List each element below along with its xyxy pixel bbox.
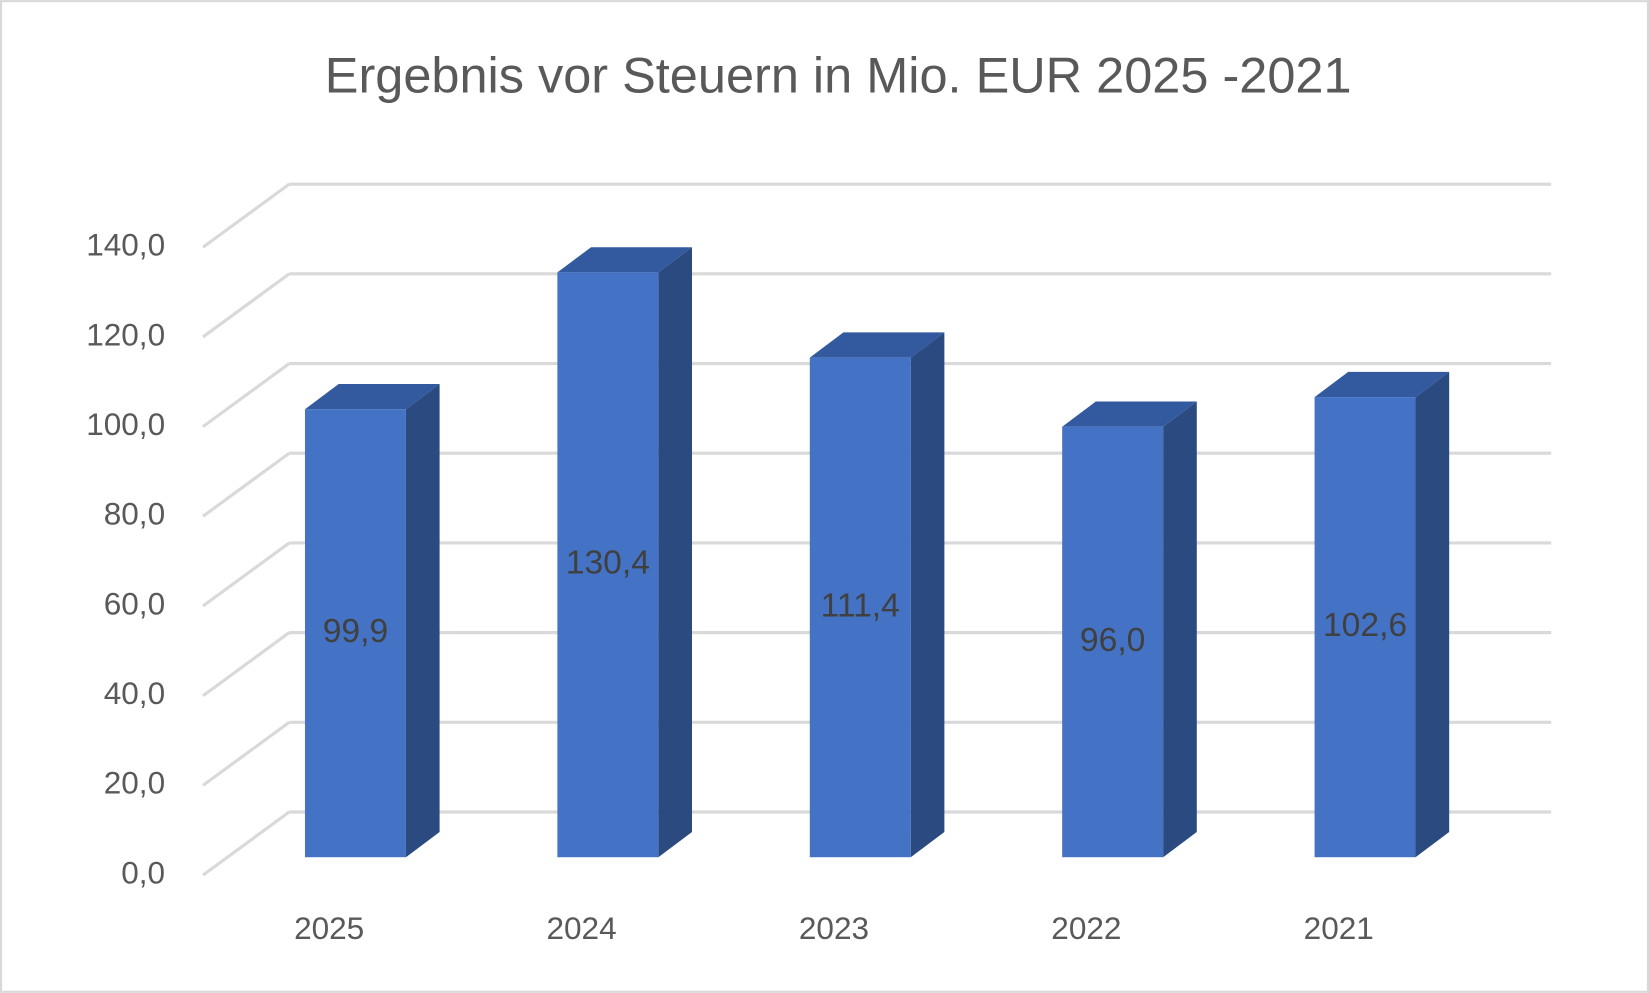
x-tick-label: 2025 [294, 910, 364, 946]
x-tick-label: 2024 [546, 910, 616, 946]
y-tick-label: 60,0 [104, 585, 165, 621]
bar [1314, 397, 1416, 858]
grid-line [202, 272, 291, 339]
bar-side [910, 332, 945, 858]
grid-line [202, 182, 291, 249]
bar-top [809, 332, 945, 358]
x-tick-label: 2021 [1304, 910, 1374, 946]
bar [1062, 426, 1164, 858]
grid-line [202, 541, 291, 608]
bar [809, 357, 911, 858]
grid-line [202, 451, 291, 518]
x-tick-label: 2022 [1051, 910, 1121, 946]
bar-side [1163, 401, 1197, 858]
y-tick-label: 0,0 [121, 854, 165, 890]
y-tick-label: 100,0 [86, 406, 165, 442]
grid-line [202, 362, 291, 428]
bar-top [1314, 371, 1450, 398]
value-label: 111,4 [821, 587, 900, 624]
bar-top [1062, 401, 1197, 427]
bar [557, 272, 659, 858]
value-label: 96,0 [1080, 622, 1145, 659]
value-label: 130,4 [566, 545, 650, 582]
bar-side [1415, 371, 1450, 858]
bar-top [304, 383, 440, 410]
grid-line [202, 810, 291, 877]
y-tick-label: 20,0 [104, 765, 165, 801]
y-tick-label: 80,0 [104, 496, 165, 532]
bar-side [405, 383, 440, 858]
y-tick-label: 120,0 [86, 316, 165, 352]
bar-side [658, 247, 692, 858]
bar-top [557, 247, 692, 273]
x-tick-label: 2023 [799, 910, 869, 946]
y-tick-label: 40,0 [104, 675, 165, 711]
value-label: 102,6 [1323, 607, 1407, 644]
value-label: 99,9 [323, 613, 388, 650]
grid-line [202, 631, 291, 697]
y-tick-label: 140,0 [86, 227, 165, 263]
bar [304, 409, 406, 858]
grid-line [202, 721, 291, 787]
chart-title: Ergebnis vor Steuern in Mio. EUR 2025 -2… [325, 46, 1352, 103]
